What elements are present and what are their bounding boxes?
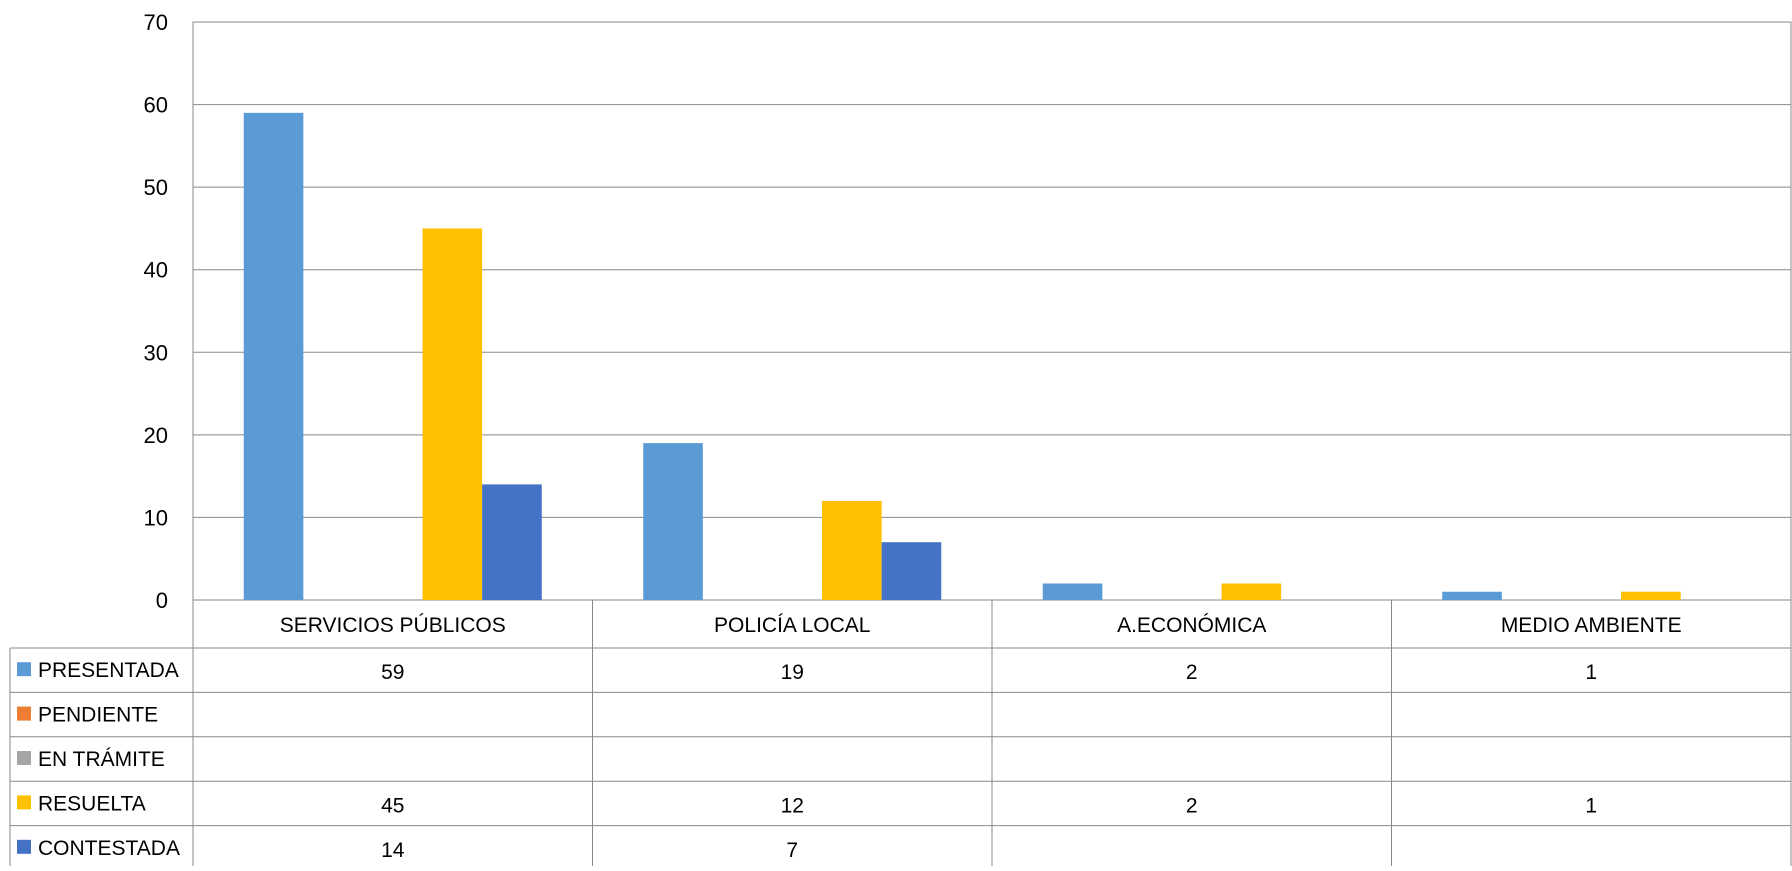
bar: [643, 443, 703, 600]
y-tick-label: 60: [144, 93, 168, 118]
data-table-value: 2: [1186, 661, 1198, 684]
bar: [1621, 591, 1681, 600]
data-table-value: 7: [786, 839, 798, 862]
bar: [1442, 591, 1502, 600]
data-table-value: 59: [381, 661, 404, 684]
data-table-value: 1: [1585, 661, 1597, 684]
legend-key: [17, 795, 31, 810]
y-tick-label: 10: [144, 505, 168, 530]
legend-label: PRESENTADA: [38, 659, 179, 682]
bar: [482, 484, 542, 600]
data-table-value: 14: [381, 839, 405, 862]
bar: [822, 500, 882, 600]
data-table-value: 19: [781, 661, 804, 684]
legend-key: [17, 839, 31, 854]
y-tick-label: 20: [144, 423, 168, 448]
legend-label: RESUELTA: [38, 792, 146, 815]
y-tick-label: 50: [144, 175, 168, 200]
category-label: SERVICIOS PÚBLICOS: [280, 614, 506, 637]
legend-key: [17, 662, 31, 677]
data-table-value: 45: [381, 794, 404, 817]
bar: [243, 112, 304, 600]
legend-label: PENDIENTE: [38, 704, 158, 727]
y-tick-label: 70: [144, 10, 168, 35]
bar: [422, 228, 483, 600]
y-tick-label: 30: [144, 340, 168, 365]
legend-label: EN TRÁMITE: [38, 748, 165, 771]
legend-key: [17, 751, 31, 765]
category-label: MEDIO AMBIENTE: [1501, 614, 1682, 637]
legend-label: CONTESTADA: [38, 837, 180, 860]
category-label: A.ECONÓMICA: [1117, 614, 1266, 637]
y-tick-label: 40: [144, 258, 168, 283]
bar: [881, 542, 942, 600]
bar: [1221, 583, 1282, 600]
data-table-value: 12: [781, 794, 804, 817]
y-tick-label: 0: [156, 588, 168, 613]
category-label: POLICÍA LOCAL: [714, 614, 870, 637]
data-table-value: 1: [1585, 794, 1597, 817]
legend-key: [17, 706, 31, 721]
bar: [1042, 583, 1103, 600]
data-table-value: 2: [1186, 794, 1198, 817]
